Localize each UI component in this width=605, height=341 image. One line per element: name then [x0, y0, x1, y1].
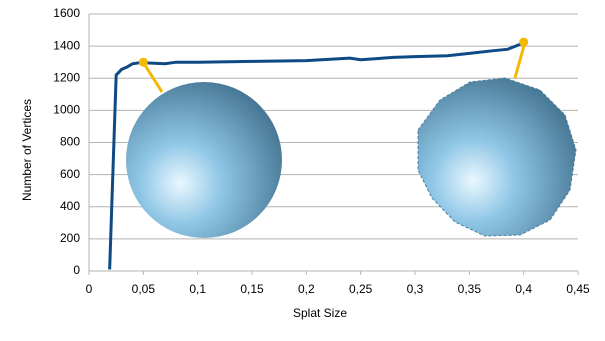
- x-tick-label: 0: [86, 282, 93, 296]
- y-tick-label: 0: [73, 263, 80, 277]
- x-axis-label: Splat Size: [293, 306, 347, 320]
- y-tick-label: 200: [60, 231, 80, 245]
- y-axis-label: Number of Vertices: [20, 99, 34, 201]
- connector: [141, 61, 164, 93]
- y-tick-label: 800: [60, 135, 80, 149]
- x-tick-label: 0,2: [298, 282, 315, 296]
- sphere-image: [126, 82, 282, 238]
- x-tick-label: 0,05: [132, 282, 156, 296]
- y-tick-label: 1200: [53, 70, 80, 84]
- x-tick-label: 0,35: [458, 282, 482, 296]
- x-tick-label: 0,3: [407, 282, 424, 296]
- x-tick-label: 0,1: [189, 282, 206, 296]
- y-tick-label: 1400: [53, 38, 80, 52]
- y-tick-label: 1000: [53, 103, 80, 117]
- highlight-point: [138, 57, 148, 67]
- x-tick-label: 0,15: [240, 282, 264, 296]
- y-tick-label: 600: [60, 167, 80, 181]
- x-tick-label: 0,4: [515, 282, 532, 296]
- sphere-image: [417, 77, 577, 237]
- x-tick-label: 0,45: [566, 282, 590, 296]
- highlight-point: [519, 37, 529, 47]
- x-tick-label: 0,25: [349, 282, 373, 296]
- y-tick-label: 1600: [53, 6, 80, 20]
- connector: [513, 41, 527, 79]
- y-tick-label: 400: [60, 199, 80, 213]
- line: [108, 41, 525, 270]
